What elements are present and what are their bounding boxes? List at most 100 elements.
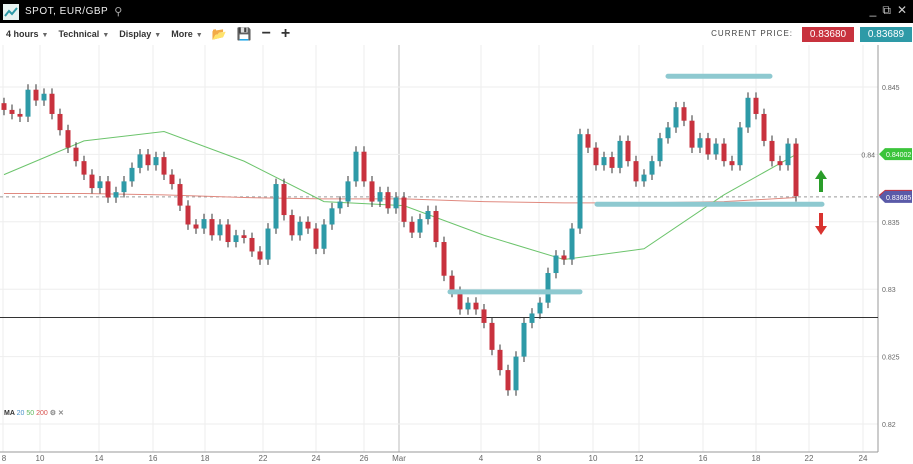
candle-down: [73, 147, 79, 162]
candle-up: [737, 127, 743, 166]
gear-icon[interactable]: ⚙: [49, 410, 57, 417]
candle-up: [201, 219, 207, 229]
y-tick-label: 0.82: [882, 422, 896, 429]
price-chart[interactable]: 8 10 14 16 18 22 24 26 Mar 4 8 10 12 16 18 22 24 0.845 0.8…: [0, 45, 913, 464]
up-arrow-icon: [815, 170, 827, 192]
x-tick-label: 24: [859, 454, 868, 463]
y-tick-label: 0.845: [882, 85, 900, 92]
x-tick-label: 4: [479, 454, 484, 463]
ma50-price-tag: 0.84002: [886, 152, 911, 159]
candle-down: [65, 130, 71, 148]
candle-up: [649, 161, 655, 175]
close-icon[interactable]: ✕: [57, 410, 64, 417]
current-price-tag: 0.83685: [886, 195, 911, 202]
candle-down: [257, 251, 263, 260]
candle-up: [713, 143, 719, 155]
candle-up: [553, 255, 559, 274]
candle-up: [465, 302, 471, 310]
timeframe-dropdown[interactable]: 4 hours ▼: [6, 29, 49, 39]
candle-down: [89, 174, 95, 189]
candle-up: [97, 181, 103, 189]
candle-up: [377, 192, 383, 202]
title-bar: SPOT, EUR/GBP ⚲ _ ⧉ ✕: [0, 0, 913, 23]
ma50-price-tag-bg: [879, 148, 912, 161]
candle-down: [81, 161, 87, 175]
candle-up: [665, 127, 671, 139]
candle-up: [345, 181, 351, 202]
x-tick-label: 22: [805, 454, 814, 463]
ma-200: 200: [36, 410, 48, 417]
more-label: More: [171, 29, 193, 39]
candle-down: [449, 275, 455, 292]
candle-up: [673, 107, 679, 128]
candle-down: [305, 221, 311, 229]
candle-up: [537, 302, 543, 314]
candle-down: [209, 219, 215, 236]
minimize-icon[interactable]: _: [869, 3, 877, 17]
x-tick-label: 18: [201, 454, 210, 463]
x-tick-label: 24: [312, 454, 321, 463]
buy-price-button[interactable]: 0.83689: [860, 27, 912, 42]
candle-down: [729, 161, 735, 166]
candle-down: [401, 197, 407, 222]
x-tick-label: 22: [259, 454, 268, 463]
x-tick-label: 26: [360, 454, 369, 463]
ma-label: MA: [4, 410, 15, 417]
display-dropdown[interactable]: Display ▼: [119, 29, 162, 39]
y-tick-label: 0.84: [861, 152, 875, 159]
candle-down: [49, 93, 55, 114]
candle-down: [17, 113, 23, 117]
x-tick-label: 10: [36, 454, 45, 463]
candle-up: [113, 192, 119, 198]
candle-down: [169, 174, 175, 185]
zoom-out-icon[interactable]: −: [261, 25, 271, 42]
candle-down: [505, 370, 511, 391]
ma200-line: [4, 192, 797, 204]
ma-legend: MA 20 50 200 ⚙ ✕: [4, 409, 64, 417]
candle-up: [273, 184, 279, 229]
display-label: Display: [119, 29, 152, 39]
candle-up: [297, 221, 303, 236]
candle-up: [697, 138, 703, 148]
candle-up: [569, 228, 575, 260]
y-tick-label: 0.835: [882, 220, 900, 227]
folder-open-icon[interactable]: 📂: [211, 27, 227, 41]
ma50-line: [3, 130, 797, 261]
x-tick-label: 16: [699, 454, 708, 463]
candle-up: [265, 228, 271, 260]
candle-up: [393, 197, 399, 209]
save-icon[interactable]: 💾: [236, 27, 252, 41]
zoom-in-icon[interactable]: +: [280, 25, 291, 42]
candle-up: [425, 211, 431, 220]
x-tick-label: Mar: [392, 454, 406, 463]
candle-down: [161, 157, 167, 175]
candle-down: [1, 103, 7, 110]
candle-down: [33, 89, 39, 101]
candle-up: [601, 157, 607, 166]
candle-up: [513, 356, 519, 391]
x-tick-label: 12: [635, 454, 644, 463]
candle-up: [353, 151, 359, 182]
candle-up: [337, 201, 343, 209]
down-arrow-icon: [815, 213, 827, 235]
close-icon[interactable]: ✕: [896, 3, 907, 17]
x-tick-label: 10: [589, 454, 598, 463]
candle-up: [529, 313, 535, 323]
search-icon[interactable]: ⚲: [114, 6, 123, 18]
candle-up: [545, 273, 551, 303]
x-tick-label: 14: [95, 454, 104, 463]
candle-down: [177, 184, 183, 206]
more-dropdown[interactable]: More ▼: [171, 29, 203, 39]
candle-down: [721, 143, 727, 162]
candle-down: [489, 322, 495, 350]
candle-up: [745, 97, 751, 128]
sell-price-button[interactable]: 0.83680: [802, 27, 854, 42]
technical-dropdown[interactable]: Technical ▼: [58, 29, 110, 39]
candle-down: [633, 161, 639, 182]
candle-down: [777, 161, 783, 166]
x-tick-label: 18: [752, 454, 761, 463]
technical-label: Technical: [58, 29, 100, 39]
candle-down: [585, 134, 591, 148]
current-price-label: CURRENT PRICE:: [711, 29, 793, 38]
popout-icon[interactable]: ⧉: [882, 3, 891, 17]
